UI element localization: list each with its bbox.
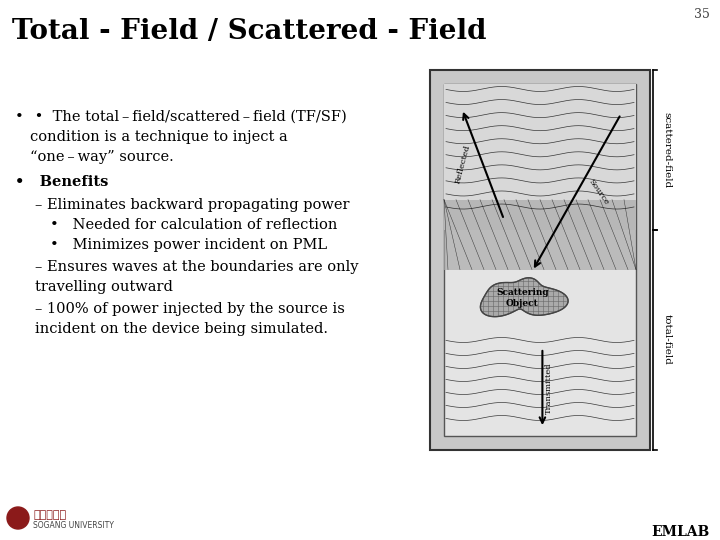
Text: 서강대학교: 서강대학교 [33,510,66,520]
Text: •   Benefits: • Benefits [15,175,109,189]
Text: – Ensures waves at the boundaries are only: – Ensures waves at the boundaries are on… [35,260,359,274]
Text: travelling outward: travelling outward [35,280,173,294]
Text: •   Minimizes power incident on PML: • Minimizes power incident on PML [50,238,327,252]
Bar [430,70,650,450]
Text: Transmitted: Transmitted [546,362,554,414]
Text: SOGANG UNIVERSITY: SOGANG UNIVERSITY [33,521,114,530]
Bar [444,84,636,230]
Text: IHS: IHS [13,515,23,519]
Text: Reflected: Reflected [454,144,472,185]
Text: Source: Source [587,178,611,207]
Bar [444,200,636,269]
Text: – Eliminates backward propagating power: – Eliminates backward propagating power [35,198,349,212]
Circle shape [7,507,29,529]
Text: EMLAB: EMLAB [652,525,710,539]
Text: •   Needed for calculation of reflection: • Needed for calculation of reflection [50,218,338,232]
Text: Total - Field / Scattered - Field: Total - Field / Scattered - Field [12,18,487,45]
Text: condition is a technique to inject a: condition is a technique to inject a [30,130,288,144]
Polygon shape [480,278,568,316]
Text: 35: 35 [694,8,710,21]
Text: total-field: total-field [662,314,672,365]
Text: – 100% of power injected by the source is: – 100% of power injected by the source i… [35,302,345,316]
Bar [444,84,636,436]
Text: scattered-field: scattered-field [662,112,672,188]
Text: •  The total – field/scattered – field (TF/SF): • The total – field/scattered – field (T… [30,110,347,124]
Text: incident on the device being simulated.: incident on the device being simulated. [35,322,328,336]
Text: “one – way” source.: “one – way” source. [30,150,174,164]
Text: Scattering
Object: Scattering Object [496,288,549,308]
Text: •: • [15,110,24,124]
